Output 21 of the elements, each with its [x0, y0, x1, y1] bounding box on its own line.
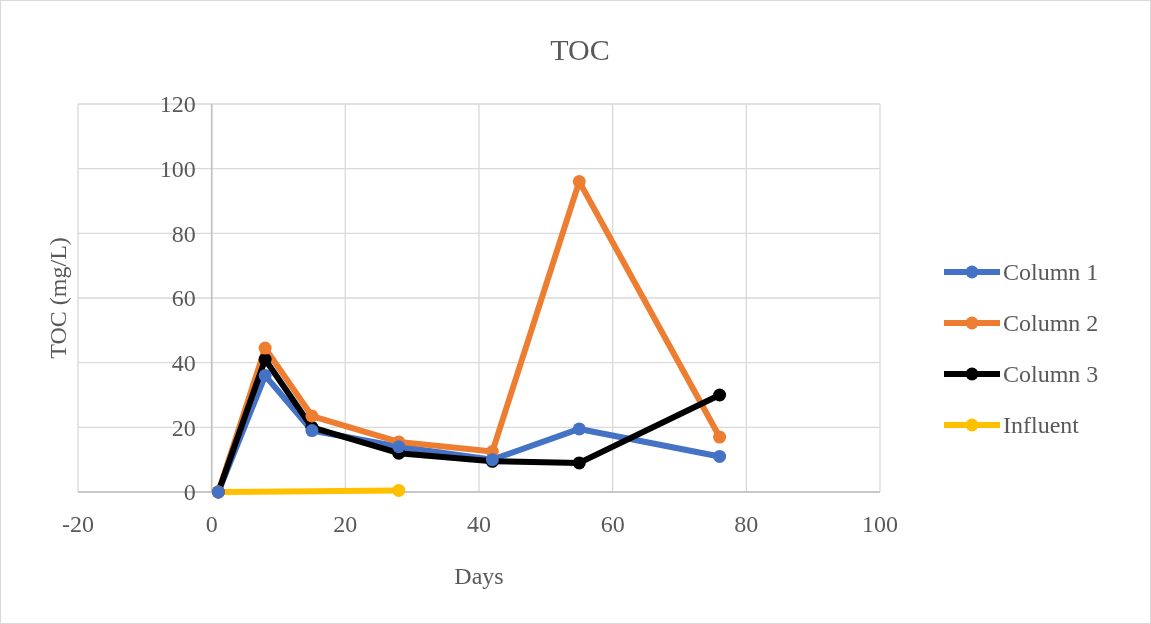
x-tick-label: 60 [600, 511, 625, 537]
chart-title: TOC [550, 33, 610, 66]
y-tick-label: 60 [171, 285, 196, 312]
y-tick-label: 120 [159, 91, 196, 118]
x-tick-label: -20 [62, 511, 94, 537]
x-tick-label: 80 [734, 511, 759, 537]
y-tick-label: 80 [171, 220, 196, 247]
y-axis-title: TOC (mg/L) [45, 237, 71, 359]
y-tick-label: 100 [159, 156, 196, 183]
legend-label: Influent [1003, 412, 1080, 439]
x-tick-label: 20 [333, 511, 358, 537]
x-tick-label: 100 [862, 511, 898, 537]
legend-label: Column 3 [1003, 361, 1099, 388]
legend-label: Column 2 [1003, 310, 1099, 337]
x-tick-label: 0 [205, 511, 218, 537]
y-tick-label: 40 [171, 350, 196, 377]
x-tick-label: 40 [467, 511, 491, 537]
legend-label: Column 1 [1003, 259, 1099, 286]
y-tick-label: 20 [171, 414, 196, 441]
y-tick-label: 0 [183, 479, 196, 506]
x-axis-title: Days [454, 563, 504, 589]
